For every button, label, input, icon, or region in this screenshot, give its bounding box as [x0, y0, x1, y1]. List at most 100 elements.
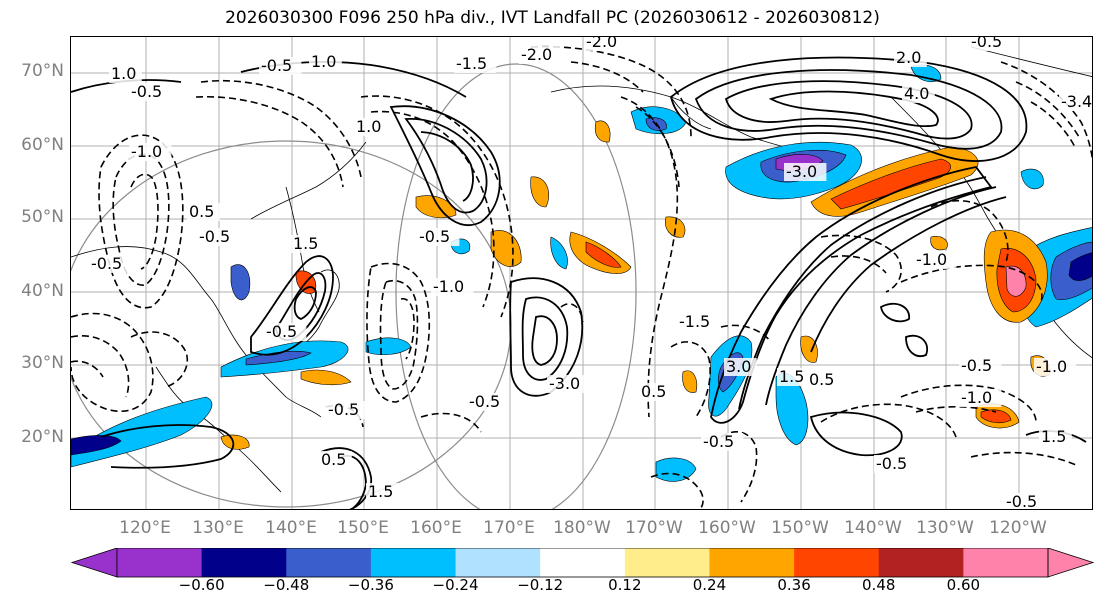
contour-label-bg [291, 235, 324, 253]
lat-label-20n: 20°N [21, 427, 64, 447]
lat-label-30n: 30°N [21, 353, 64, 373]
lat-label-50n: 50°N [21, 207, 64, 227]
lat-label-40n: 40°N [21, 281, 64, 301]
lon-label-150w: 150°W [771, 518, 829, 538]
contour-label: 1.0 [356, 117, 381, 136]
contour-label: 2.0 [896, 48, 921, 67]
contours-negative [71, 45, 1092, 509]
map-canvas: 1.0-0.5-1.00.5-0.5-0.5-0.5 1.01.0-1.5 -2.0… [71, 37, 1092, 510]
colorbar-cell [117, 548, 203, 577]
contour-label: 1.0 [111, 64, 136, 83]
contour-label-bg [724, 358, 757, 376]
contour-label: -0.5 [261, 56, 292, 75]
coastlines [71, 46, 1092, 493]
map-panel: 1.0 -0.5 -1.0 0.5 -0.5 -0.5 -0.5 1.0 1.0 -1.5 -2.0… [70, 36, 1093, 510]
colorbar-cell [455, 548, 541, 577]
contour-label: 0.5 [189, 202, 214, 221]
contour-label: 1.5 [1041, 427, 1066, 446]
lon-label-180w: 180°W [553, 518, 611, 538]
lon-label-150e: 150°E [337, 518, 389, 538]
lon-label-170w: 170°W [625, 518, 683, 538]
contour-label-bg [701, 433, 744, 451]
colorbar-tick-label: 0.24 [692, 576, 727, 594]
contour-label-bg [1004, 493, 1047, 509]
colorbar-tick-label: −0.48 [263, 576, 310, 594]
contour-label: -0.5 [328, 400, 359, 419]
colorbar-tick-label: 0.12 [608, 576, 642, 594]
contour-label-bg [197, 228, 240, 246]
contour-label-bg [309, 53, 342, 71]
contour-label: -1.0 [916, 250, 947, 269]
contour-label: -1.5 [456, 54, 487, 73]
colorbar-extend-max [1047, 548, 1095, 578]
contour-label-bg [1039, 428, 1072, 446]
contour-label: 0.5 [321, 450, 346, 469]
contour-label-bg [807, 371, 840, 389]
lon-label-120e: 120°E [119, 518, 171, 538]
contour-label-bg [1059, 93, 1092, 111]
contour-label-bg [109, 65, 142, 83]
contour-label-bg [259, 57, 302, 75]
colorbar-tick-label: 0.36 [777, 576, 811, 594]
lon-label-160w: 160°W [698, 518, 756, 538]
contour-label: -2.0 [586, 37, 617, 51]
lon-label-140e: 140°E [265, 518, 317, 538]
contour-label-bg [547, 375, 590, 393]
colorbar-outline [116, 548, 1049, 578]
colorbar-cell [201, 548, 287, 577]
contour-label: -0.5 [419, 227, 450, 246]
lon-label-130e: 130°E [192, 518, 244, 538]
lon-label-170e: 170°E [483, 518, 535, 538]
colorbar [70, 548, 1095, 578]
contour-label: 1.5 [779, 367, 804, 386]
colorbar-cell [878, 548, 964, 577]
contour-labels: 1.0-0.5-1.00.5-0.5-0.5-0.5 1.01.0-1.5 -2.0… [89, 37, 1092, 510]
contour-label: 3.0 [726, 357, 751, 376]
contour-label-bg [89, 255, 132, 273]
colorbar-tick-label: −0.12 [517, 576, 564, 594]
contour-label: -0.5 [703, 432, 734, 451]
colorbar-cell [794, 548, 880, 577]
contour-label-bg [959, 389, 1002, 407]
contour-label: -0.5 [961, 356, 992, 375]
contour-label: -0.5 [131, 82, 162, 101]
contour-label: -1.5 [679, 312, 710, 331]
contour-label: -0.5 [91, 254, 122, 273]
contour-label-bg [129, 143, 172, 161]
lon-label-160e: 160°E [410, 518, 462, 538]
colorbar-cell [286, 548, 372, 577]
contour-label: -0.5 [469, 392, 500, 411]
contour-label-bg [264, 323, 307, 341]
contour-label: 4.0 [904, 84, 929, 103]
lon-label-130w: 130°W [916, 518, 974, 538]
lat-label-60n: 60°N [21, 135, 64, 155]
contour-label: -1.0 [1036, 357, 1067, 376]
contour-label: 0.5 [809, 370, 834, 389]
contour-label: -1.0 [961, 388, 992, 407]
contour-label-bg [129, 83, 172, 101]
contour-label: -0.5 [1006, 492, 1037, 510]
contour-label-bg [366, 483, 399, 501]
contour-label: -3.4 [1061, 92, 1092, 111]
contour-label-bg [874, 455, 917, 473]
contour-label: -2.0 [521, 45, 552, 64]
colorbar-tick-label: −0.60 [178, 576, 225, 594]
contour-label-bg [354, 118, 387, 136]
contour-label-bg [969, 37, 1012, 51]
contour-label: -0.5 [971, 37, 1002, 51]
colorbar-cell [963, 548, 1049, 577]
contour-label-bg [467, 393, 510, 411]
contour-label-bg [959, 357, 1002, 375]
contour-label-bg [454, 55, 497, 73]
contour-label: -0.5 [266, 322, 297, 341]
colorbar-tick-label: −0.24 [432, 576, 479, 594]
colorbar-cell [709, 548, 795, 577]
contour-label: -0.5 [199, 227, 230, 246]
contour-label: 1.5 [368, 482, 393, 501]
contour-label-bg [777, 368, 810, 386]
contour-label-bg [784, 163, 827, 181]
contour-label-bg [584, 37, 627, 51]
colorbar-extend-min [70, 548, 118, 578]
contour-label-bg [902, 85, 935, 103]
colorbar-cell [624, 548, 710, 577]
